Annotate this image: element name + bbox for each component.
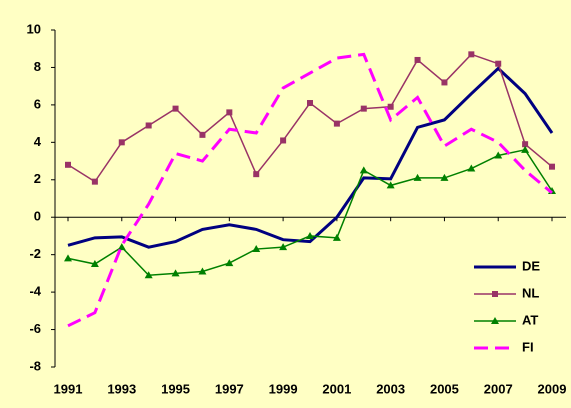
point bbox=[64, 254, 72, 262]
point bbox=[522, 141, 529, 148]
y-tick-label: 8 bbox=[34, 59, 41, 74]
x-tick-label: 1993 bbox=[107, 381, 136, 396]
point bbox=[225, 259, 234, 267]
point bbox=[468, 51, 475, 58]
series-line bbox=[67, 66, 554, 249]
point bbox=[145, 122, 152, 129]
point bbox=[332, 233, 341, 241]
y-tick-label: 2 bbox=[34, 171, 41, 186]
x-tick-label: 2003 bbox=[376, 381, 405, 396]
point bbox=[414, 56, 421, 63]
point bbox=[198, 267, 207, 275]
point bbox=[144, 271, 153, 279]
point bbox=[307, 100, 313, 107]
point bbox=[387, 103, 394, 110]
point bbox=[521, 145, 530, 153]
point bbox=[171, 269, 180, 277]
y-tick-label: -4 bbox=[29, 284, 41, 299]
point bbox=[360, 105, 367, 112]
point bbox=[226, 109, 233, 116]
legend-label: NL bbox=[522, 285, 539, 300]
x-tick-label: 2001 bbox=[322, 381, 351, 396]
x-tick-label: 2007 bbox=[484, 381, 513, 396]
point bbox=[252, 245, 261, 253]
y-tick-label: -2 bbox=[29, 246, 41, 261]
y-tick-label: -6 bbox=[29, 321, 41, 336]
point bbox=[117, 243, 126, 251]
point bbox=[91, 178, 98, 185]
point bbox=[440, 173, 449, 181]
y-tick-label: 4 bbox=[34, 134, 42, 149]
point bbox=[413, 173, 422, 181]
point bbox=[359, 166, 368, 174]
point bbox=[494, 151, 503, 159]
point bbox=[90, 260, 99, 268]
point bbox=[199, 131, 206, 138]
point bbox=[280, 137, 287, 144]
y-tick-label: 10 bbox=[27, 21, 41, 36]
series-line bbox=[67, 52, 553, 328]
y-tick-label: 6 bbox=[34, 96, 41, 111]
point bbox=[467, 164, 476, 172]
point bbox=[118, 139, 125, 146]
point bbox=[491, 317, 499, 324]
legend-label: FI bbox=[522, 339, 534, 354]
point bbox=[279, 243, 288, 251]
x-tick-label: 1997 bbox=[215, 381, 244, 396]
point bbox=[306, 231, 314, 239]
legend-label: DE bbox=[522, 258, 540, 273]
x-tick-label: 1995 bbox=[161, 381, 190, 396]
point bbox=[549, 163, 555, 170]
point bbox=[65, 161, 71, 168]
point bbox=[492, 291, 498, 297]
point bbox=[172, 105, 179, 112]
legend-label: AT bbox=[522, 312, 538, 327]
x-tick-label: 1991 bbox=[54, 381, 83, 396]
point bbox=[441, 79, 448, 86]
x-tick-label: 2009 bbox=[538, 381, 567, 396]
point bbox=[253, 171, 260, 178]
point bbox=[386, 181, 395, 189]
x-tick-label: 1999 bbox=[269, 381, 298, 396]
point bbox=[495, 60, 502, 67]
y-tick-label: 0 bbox=[34, 209, 41, 224]
point bbox=[333, 120, 340, 127]
y-tick-label: -8 bbox=[29, 358, 41, 373]
x-tick-label: 2005 bbox=[430, 381, 459, 396]
